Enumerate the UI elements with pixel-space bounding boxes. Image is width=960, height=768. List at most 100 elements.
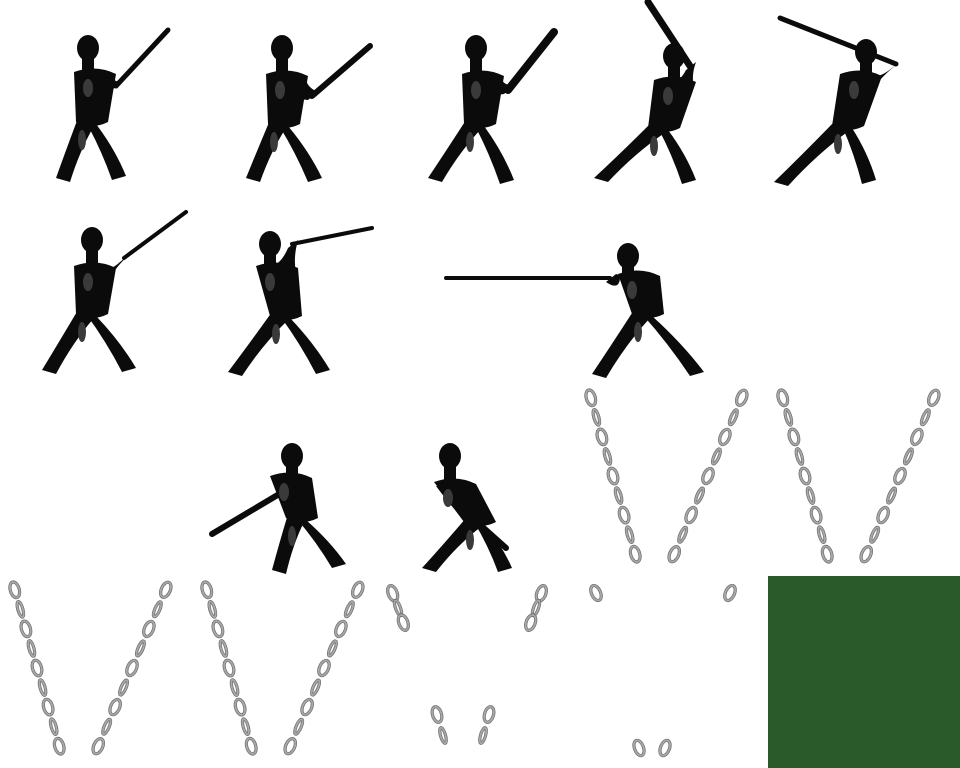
swordsman-frame-graphic	[209, 443, 346, 574]
swordsman-frame	[192, 384, 384, 576]
chain-frame-graphic	[584, 388, 749, 564]
neck	[622, 264, 634, 280]
swordsman-frame	[192, 0, 384, 192]
chain-fragment	[524, 584, 548, 632]
swordsman-silhouette	[246, 35, 373, 182]
chain-link-highlight	[886, 487, 897, 504]
swordsman-frame-graphic	[422, 443, 512, 572]
chain-link-highlight	[293, 718, 304, 735]
chain-fragment	[658, 738, 672, 758]
head	[663, 43, 685, 69]
chain-left-strand	[776, 388, 834, 564]
muscle-highlight	[272, 324, 280, 344]
chain-link-highlight	[208, 600, 217, 618]
chain-link-highlight	[135, 640, 146, 657]
left-leg	[774, 122, 850, 186]
neck	[286, 464, 298, 482]
muscle-highlight	[279, 483, 289, 501]
chain-fragment	[589, 583, 603, 603]
chain-link-highlight	[585, 389, 597, 407]
head	[439, 443, 461, 469]
chain-link-highlight	[201, 581, 213, 599]
chain-link-highlight	[118, 679, 129, 696]
chain-link-highlight	[334, 620, 347, 638]
chain-link-highlight	[799, 467, 811, 485]
chain-frame-graphic	[776, 388, 941, 564]
left-leg	[594, 124, 666, 182]
chain-link-highlight	[806, 486, 815, 505]
chain-link-highlight	[735, 389, 748, 407]
chain-link-highlight	[483, 705, 495, 724]
chain-link-highlight	[618, 506, 630, 524]
torso	[648, 76, 696, 132]
chain-link-highlight	[817, 526, 826, 544]
muscle-highlight	[83, 79, 93, 97]
right-leg	[280, 316, 330, 374]
chain-fragment	[386, 584, 410, 632]
muscle-highlight	[270, 132, 278, 152]
chain-link-highlight	[9, 581, 21, 599]
head	[855, 39, 877, 65]
muscle-highlight	[650, 136, 658, 156]
head	[77, 35, 99, 61]
swordsman-frame	[576, 0, 768, 192]
chain-right-strand	[859, 388, 941, 564]
head	[465, 35, 487, 61]
torso	[832, 70, 882, 130]
neck	[276, 56, 288, 80]
chain-link-highlight	[92, 737, 105, 755]
right-leg	[278, 124, 322, 182]
swordsman-frame	[0, 192, 192, 384]
chain-link-highlight	[668, 545, 681, 563]
chain-link-highlight	[219, 639, 228, 658]
color-swatch	[768, 576, 960, 768]
muscle-highlight	[849, 81, 859, 99]
right-leg	[86, 314, 136, 372]
left-leg	[272, 514, 304, 574]
chain-link-highlight	[241, 718, 250, 736]
chain-link-highlight	[821, 545, 833, 563]
chain-fragment	[632, 738, 646, 758]
chain-link-highlight	[245, 737, 257, 755]
chain-link-highlight	[920, 409, 931, 426]
neck	[264, 252, 276, 272]
neck	[470, 56, 482, 80]
swordsman-frame	[384, 0, 576, 192]
right-leg	[658, 128, 696, 184]
muscle-highlight	[627, 281, 637, 299]
swordsman-silhouette	[56, 27, 171, 182]
swordsman-frame-graphic	[42, 210, 188, 374]
muscle-highlight	[265, 273, 275, 291]
arms	[606, 274, 658, 286]
swordsman-frame-graphic	[228, 226, 374, 376]
chain-fragment	[478, 705, 496, 745]
chain-link-highlight	[42, 698, 54, 716]
chain-link-highlight	[718, 428, 731, 446]
muscle-highlight	[275, 81, 285, 99]
chain-frame-graphic	[8, 580, 173, 756]
chain-link-highlight	[101, 718, 112, 735]
muscle-highlight	[83, 273, 93, 291]
sword-blade	[309, 43, 373, 99]
chain-left-strand	[8, 580, 66, 756]
left-leg	[592, 310, 650, 378]
chain-left-strand	[200, 580, 258, 756]
chain-link-highlight	[310, 679, 321, 696]
muscle-highlight	[834, 134, 842, 154]
muscle-highlight	[471, 81, 481, 99]
chain-link-highlight	[592, 408, 601, 426]
chain-link-highlight	[234, 698, 246, 716]
chain-link-highlight	[927, 389, 940, 407]
chain-link-highlight	[397, 614, 410, 632]
chain-link-highlight	[677, 526, 688, 543]
chain-link-highlight	[596, 428, 608, 446]
chain-frame	[192, 576, 384, 768]
chain-link-highlight	[860, 545, 873, 563]
chain-link-highlight	[20, 620, 32, 638]
right-leg	[474, 124, 514, 184]
chain-link-highlight	[711, 448, 722, 465]
chain-frame	[576, 576, 768, 768]
chain-link-highlight	[230, 678, 239, 697]
muscle-highlight	[288, 526, 296, 546]
